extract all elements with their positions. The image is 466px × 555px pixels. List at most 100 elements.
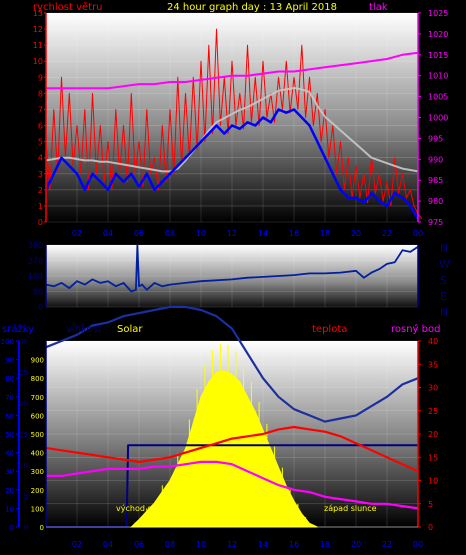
wind-x-tick-label: 16 <box>289 229 299 238</box>
solar-y-tick-label: 800 <box>31 375 44 383</box>
wind-x-tick-label: 12 <box>227 229 237 238</box>
wind-direction-line <box>45 244 419 293</box>
wind-x-tick-label: 22 <box>382 229 392 238</box>
humidity-y-tick-label: 10 <box>19 462 28 470</box>
climate-x-tick-label: 08 <box>165 540 175 549</box>
pressure-y-tick-label: 1015 <box>428 51 448 60</box>
rain-axis-label: srážky <box>2 323 34 335</box>
dewpoint-line <box>46 460 419 510</box>
wind-y-tick-label: 13 <box>33 9 43 18</box>
rain-y-tick-label: 60 <box>5 412 14 420</box>
solar-y-tick-label: 400 <box>31 450 44 458</box>
compass-label-0: N <box>440 242 448 255</box>
wind-y-tick-label: 9 <box>38 73 43 82</box>
direction-y-tick-label: 360 <box>28 241 43 250</box>
wind-x-tick-label: 18 <box>320 229 330 238</box>
wind-speed-line <box>44 108 420 220</box>
climate-x-tick-label: 12 <box>227 540 237 549</box>
climate-panel-grid <box>46 340 419 528</box>
dewpoint-axis-label: rosný bod <box>391 323 440 335</box>
climate-x-tick-label: 00 <box>413 540 423 549</box>
rain-y-tick-label: 20 <box>5 487 14 495</box>
temperature-y-tick-label: 20 <box>428 430 438 439</box>
temperature-y-tick-label: 15 <box>428 453 438 462</box>
climate-x-tick-label: 10 <box>196 540 206 549</box>
wind-x-tick-label: 00 <box>413 229 423 238</box>
temperature-y-tick-label: 10 <box>428 477 438 486</box>
solar-y-tick-label: 300 <box>31 468 44 476</box>
temperature-y-tick-label: 40 <box>428 337 438 346</box>
direction-y-tick-label: 270 <box>28 257 43 266</box>
direction-y-tick-label: 0 <box>38 303 43 312</box>
temperature-axis-label: teplota <box>312 324 347 335</box>
wind-y-tick-label: 10 <box>33 57 43 66</box>
wind-x-tick-label: 06 <box>134 229 144 238</box>
solar-y-tick-label: 200 <box>31 487 44 495</box>
wind-x-tick-label: 08 <box>165 229 175 238</box>
wind-speed-axis-label: rychlost větru <box>33 1 103 13</box>
climate-axes: 0510152025303540010203040506070809010005… <box>1 337 439 549</box>
compass-label-3: E <box>440 290 447 303</box>
pressure-axis-label: tlak <box>369 2 388 13</box>
sunset-annotation: západ slunce <box>324 504 377 513</box>
solar-series <box>130 343 318 528</box>
humidity-line <box>45 305 419 423</box>
pressure-y-tick-label: 985 <box>428 176 443 185</box>
solar-y-tick-label: 100 <box>31 505 44 513</box>
sunrise-annotation: východ slunce <box>116 504 173 513</box>
rain-y-tick-label: 40 <box>5 450 14 458</box>
wind-y-tick-label: 1 <box>38 202 43 211</box>
compass-label-1: W <box>439 258 450 271</box>
wind-x-tick-label: 20 <box>351 229 361 238</box>
wind-y-tick-label: 4 <box>38 154 43 163</box>
wind-x-tick-label: 14 <box>258 229 268 238</box>
direction-series <box>45 244 419 293</box>
direction-panel-grid <box>46 244 418 308</box>
rain-y-tick-label: 70 <box>5 394 14 402</box>
climate-x-tick-label: 14 <box>258 540 268 549</box>
solar-y-tick-label: 900 <box>31 357 44 365</box>
rain-y-tick-label: 0 <box>10 524 14 532</box>
wind-y-tick-label: 12 <box>33 25 43 34</box>
rain-y-tick-label: 80 <box>5 375 14 383</box>
climate-x-tick-label: 16 <box>289 540 299 549</box>
solar-y-tick-label: 600 <box>31 412 44 420</box>
climate-x-tick-label: 02 <box>72 540 82 549</box>
pressure-y-tick-label: 990 <box>428 155 443 164</box>
wind-x-tick-label: 10 <box>196 229 206 238</box>
humidity-y-tick-label: 15 <box>19 431 28 439</box>
wind-y-tick-label: 0 <box>38 218 43 227</box>
compass-label-2: S <box>440 274 447 287</box>
wind-y-tick-label: 2 <box>38 186 43 195</box>
pressure-line <box>46 51 419 90</box>
wind-y-tick-label: 8 <box>38 89 43 98</box>
direction-panel-background <box>46 245 418 307</box>
temperature-y-tick-label: 5 <box>428 500 433 509</box>
trend-line <box>45 87 419 173</box>
temperature-y-tick-label: 30 <box>428 384 438 393</box>
pressure-y-tick-label: 1000 <box>428 114 448 123</box>
humidity-y-tick-label: 25 <box>19 369 28 377</box>
humidity-y-tick-label: 30 <box>19 338 28 346</box>
climate-x-tick-label: 18 <box>320 540 330 549</box>
direction-y-tick-label: 90 <box>33 288 43 297</box>
climate-x-tick-label: 22 <box>382 540 392 549</box>
pressure-y-tick-label: 1025 <box>428 9 448 18</box>
wind-y-tick-label: 11 <box>33 41 43 50</box>
gust-line <box>45 28 423 220</box>
temperature-y-tick-label: 25 <box>428 407 438 416</box>
pressure-y-tick-label: 980 <box>428 197 443 206</box>
compass-label-4: N <box>440 306 448 319</box>
rain-y-tick-label: 30 <box>5 468 14 476</box>
rain-y-tick-label: 10 <box>5 505 14 513</box>
climate-x-tick-label: 04 <box>103 540 113 549</box>
direction-axes: 0 90 180 270 360 <box>28 241 419 312</box>
solar-y-tick-label: 500 <box>31 431 44 439</box>
pressure-y-tick-label: 995 <box>428 134 443 143</box>
chart-title: 24 hour graph day : 13 April 2018 <box>167 2 337 13</box>
wind-series <box>44 28 423 220</box>
wind-x-tick-label: 04 <box>103 229 113 238</box>
rain-y-tick-label: 90 <box>5 357 14 365</box>
temperature-line <box>45 425 419 473</box>
